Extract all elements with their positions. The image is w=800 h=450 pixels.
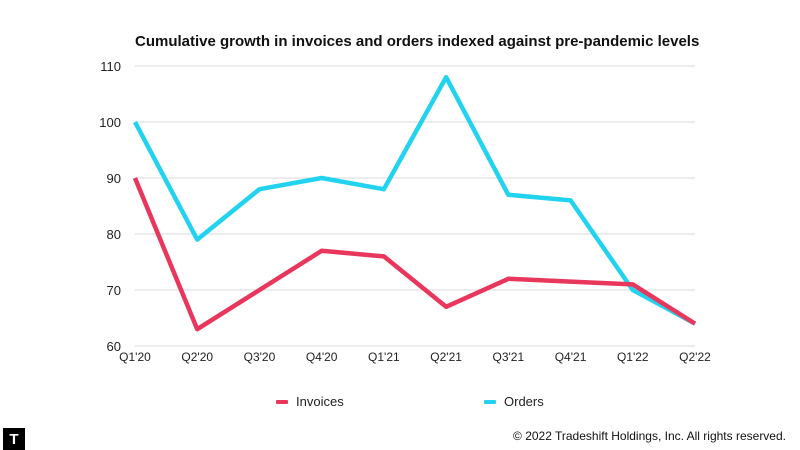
legend-item-orders: Orders xyxy=(484,394,544,409)
series-line-invoices xyxy=(132,177,697,332)
x-tick-label: Q3'20 xyxy=(244,350,276,364)
y-tick-label: 70 xyxy=(107,283,121,298)
legend-item-invoices: Invoices xyxy=(276,394,344,409)
y-tick-label: 90 xyxy=(107,171,121,186)
legend-label-orders: Orders xyxy=(504,394,544,409)
legend-swatch-orders xyxy=(484,399,496,404)
y-tick-label: 60 xyxy=(107,339,121,354)
x-tick-label: Q1'21 xyxy=(368,350,400,364)
x-tick-label: Q1'20 xyxy=(119,350,151,364)
series-line-orders xyxy=(133,74,697,326)
y-tick-label: 100 xyxy=(99,115,121,130)
legend-label-invoices: Invoices xyxy=(296,394,344,409)
series-lines xyxy=(132,74,697,332)
copyright-text: © 2022 Tradeshift Holdings, Inc. All rig… xyxy=(513,429,786,443)
x-tick-label: Q4'20 xyxy=(306,350,338,364)
x-tick-label: Q2'22 xyxy=(679,350,711,364)
y-axis-ticks: 60 70 80 90 100 110 xyxy=(99,59,121,354)
y-tick-label: 80 xyxy=(107,227,121,242)
x-axis-ticks: Q1'20 Q2'20 Q3'20 Q4'20 Q1'21 Q2'21 Q3'21 Q4'21… xyxy=(119,350,711,364)
x-tick-label: Q2'20 xyxy=(181,350,213,364)
x-tick-label: Q3'21 xyxy=(493,350,525,364)
gridlines xyxy=(135,65,695,347)
x-tick-label: Q1'22 xyxy=(617,350,649,364)
x-tick-label: Q4'21 xyxy=(555,350,587,364)
chart-title: Cumulative growth in invoices and orders… xyxy=(135,33,700,50)
x-tick-label: Q2'21 xyxy=(430,350,462,364)
tradeshift-logo: T xyxy=(3,428,25,450)
y-tick-label: 110 xyxy=(100,59,121,74)
legend-swatch-invoices xyxy=(276,399,288,404)
